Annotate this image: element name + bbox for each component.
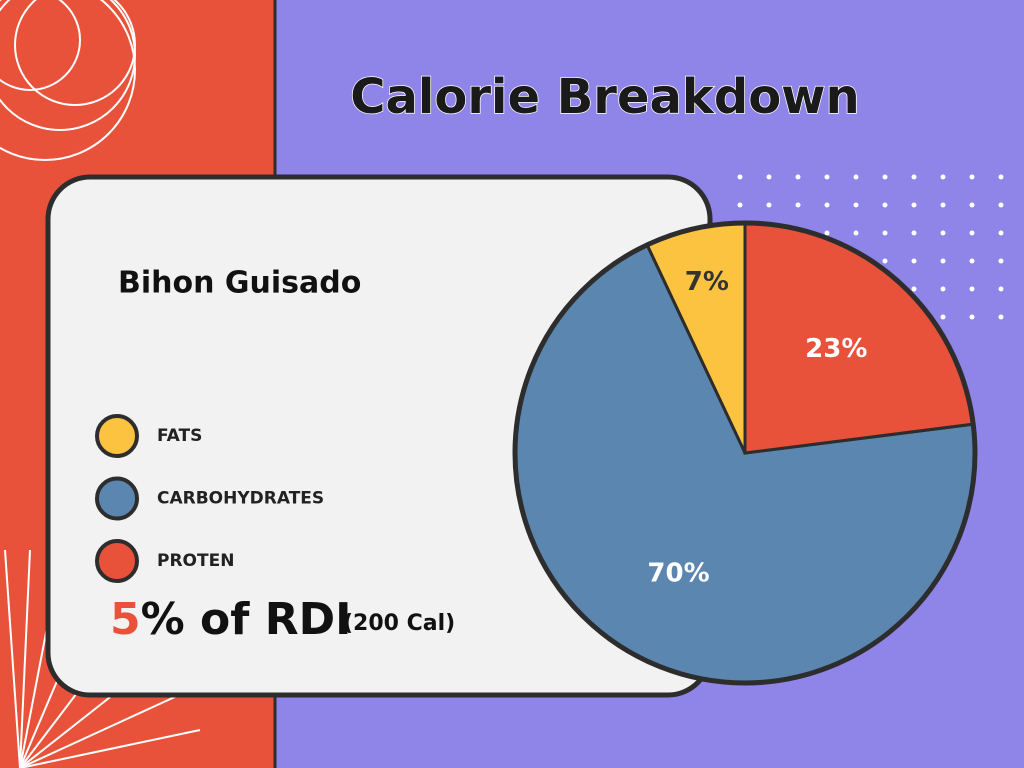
legend-swatch: [95, 539, 139, 583]
dot: [998, 230, 1004, 236]
dish-name: Bihon Guisado: [118, 266, 361, 301]
dot: [737, 202, 743, 208]
rdi-calories: (200 Cal): [343, 611, 455, 636]
value-label: 23%: [805, 334, 867, 364]
legend-swatch: [95, 476, 139, 521]
legend: FATS CARBOHYDRATES PROTEN: [95, 414, 324, 583]
dot: [969, 258, 975, 264]
dot: [940, 230, 946, 236]
decor-circles: [0, 0, 136, 161]
legend-swatch: [95, 414, 139, 458]
dot: [998, 202, 1004, 208]
dot: [969, 286, 975, 292]
dot: [882, 202, 888, 208]
dot: [853, 174, 859, 180]
dot: [824, 174, 830, 180]
dot: [911, 174, 917, 180]
dot: [766, 202, 772, 208]
dot: [998, 174, 1004, 180]
legend-label: FATS: [157, 426, 202, 446]
dot: [824, 202, 830, 208]
dot: [998, 286, 1004, 292]
rdi-text: % of RDI: [141, 594, 352, 645]
dot: [853, 230, 859, 236]
dot: [969, 202, 975, 208]
dot: [882, 174, 888, 180]
dot: [969, 174, 975, 180]
dot: [853, 202, 859, 208]
dot: [998, 258, 1004, 264]
value-label: 70%: [647, 558, 709, 588]
dot: [766, 174, 772, 180]
dot: [911, 230, 917, 236]
rdi: 5% of RDI: [110, 594, 352, 645]
dot: [911, 202, 917, 208]
dot: [911, 286, 917, 292]
dot: [795, 202, 801, 208]
value-label: 7%: [685, 267, 729, 297]
dot: [824, 230, 830, 236]
pie-outline: [512, 220, 978, 686]
chart-title: Calorie Breakdown: [350, 69, 859, 125]
dot: [998, 314, 1004, 320]
dot: [737, 174, 743, 180]
pie: 7% 70% 23%: [512, 220, 978, 686]
dot: [969, 314, 975, 320]
dot: [940, 202, 946, 208]
rdi-percent: 5: [110, 594, 141, 645]
dot: [882, 230, 888, 236]
legend-label: CARBOHYDRATES: [157, 489, 324, 509]
dot: [882, 258, 888, 264]
dot: [795, 174, 801, 180]
dot: [911, 258, 917, 264]
dot: [940, 314, 946, 320]
legend-label: PROTEN: [157, 551, 234, 571]
dot: [940, 174, 946, 180]
dot: [940, 286, 946, 292]
dot: [940, 258, 946, 264]
dot: [969, 230, 975, 236]
